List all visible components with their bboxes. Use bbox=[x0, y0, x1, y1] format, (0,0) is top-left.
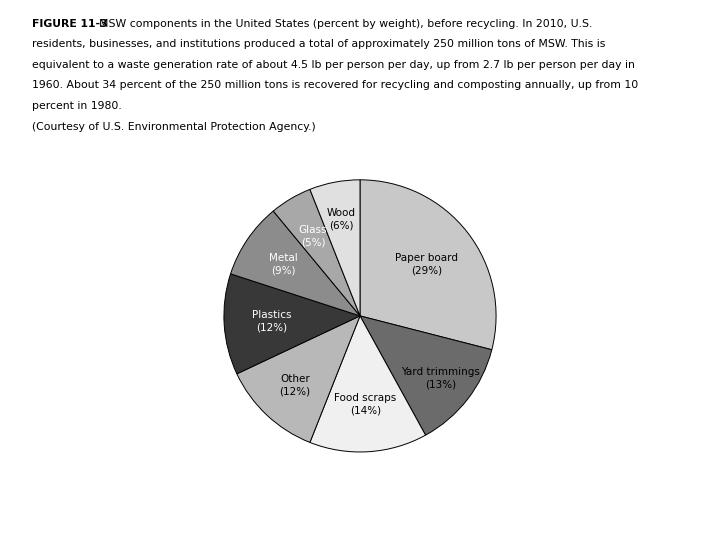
Text: All Rights Reserved: All Rights Reserved bbox=[428, 523, 510, 532]
Wedge shape bbox=[224, 274, 360, 374]
Wedge shape bbox=[360, 180, 496, 350]
Wedge shape bbox=[360, 316, 492, 435]
Text: ALWAYS LEARNING: ALWAYS LEARNING bbox=[4, 512, 113, 522]
Text: residents, businesses, and institutions produced a total of approximately 250 mi: residents, businesses, and institutions … bbox=[32, 39, 606, 50]
Wedge shape bbox=[310, 180, 360, 316]
Text: Wood
(6%): Wood (6%) bbox=[327, 208, 356, 231]
Text: Jerry A. Nathanson | Richard A. Schneider: Jerry A. Nathanson | Richard A. Schneide… bbox=[140, 523, 315, 532]
Text: Glass
(5%): Glass (5%) bbox=[299, 225, 327, 247]
Text: Other
(12%): Other (12%) bbox=[279, 374, 310, 396]
Text: FIGURE 11-3: FIGURE 11-3 bbox=[32, 19, 108, 29]
Text: Paper board
(29%): Paper board (29%) bbox=[395, 253, 458, 275]
Text: (Courtesy of U.S. Environmental Protection Agency.): (Courtesy of U.S. Environmental Protecti… bbox=[32, 122, 316, 132]
Text: PEARSON: PEARSON bbox=[634, 510, 716, 524]
Text: equivalent to a waste generation rate of about 4.5 lb per person per day, up fro: equivalent to a waste generation rate of… bbox=[32, 60, 635, 70]
Text: MSW components in the United States (percent by weight), before recycling. In 20: MSW components in the United States (per… bbox=[92, 19, 593, 29]
Text: 1960. About 34 percent of the 250 million tons is recovered for recycling and co: 1960. About 34 percent of the 250 millio… bbox=[32, 80, 639, 91]
Wedge shape bbox=[274, 190, 360, 316]
Text: Food scraps
(14%): Food scraps (14%) bbox=[334, 393, 397, 415]
Text: Yard trimmings
(13%): Yard trimmings (13%) bbox=[401, 367, 480, 390]
Text: Copyright © 2015 by Pearson Education, Inc.: Copyright © 2015 by Pearson Education, I… bbox=[428, 502, 618, 511]
Wedge shape bbox=[310, 316, 426, 452]
Text: Plastics
(12%): Plastics (12%) bbox=[252, 310, 292, 333]
Text: Basic Environmental Technology, Sixth Edition: Basic Environmental Technology, Sixth Ed… bbox=[140, 502, 335, 511]
Text: percent in 1980.: percent in 1980. bbox=[32, 101, 122, 111]
Text: Metal
(9%): Metal (9%) bbox=[269, 253, 298, 275]
Wedge shape bbox=[237, 316, 360, 442]
Wedge shape bbox=[230, 211, 360, 316]
